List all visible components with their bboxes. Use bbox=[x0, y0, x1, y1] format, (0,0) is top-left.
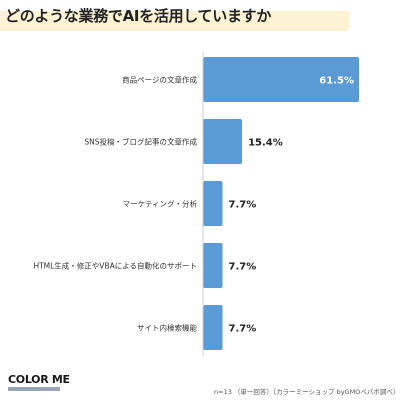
page-title: どのような業務でAIを活用していますか bbox=[5, 7, 272, 25]
bar-3 bbox=[203, 243, 223, 288]
category-label-1: SNS投稿・ブログ記事の文章作成 bbox=[84, 137, 197, 147]
footer-note: n=13 （単一回答）（カラーミーショップ byGMOペパボ調べ） bbox=[214, 388, 400, 396]
logo-text: COLOR ME bbox=[8, 373, 70, 386]
value-label-2: 7.7% bbox=[229, 200, 257, 211]
value-label-0: 61.5% bbox=[319, 76, 354, 87]
category-label-4: サイト内検索機能 bbox=[137, 323, 197, 333]
logo-underline bbox=[8, 387, 60, 391]
bar-0 bbox=[203, 57, 359, 102]
value-label-4: 7.7% bbox=[229, 324, 257, 335]
title-band bbox=[0, 11, 349, 31]
value-label-3: 7.7% bbox=[229, 262, 257, 273]
value-label-1: 15.4% bbox=[248, 138, 283, 149]
category-label-3: HTML生成・修正やVBAによる自動化のサポート bbox=[33, 261, 197, 271]
bar-1 bbox=[203, 119, 243, 164]
bar-2 bbox=[203, 181, 223, 226]
bar-4 bbox=[203, 305, 223, 350]
category-label-0: 商品ページの文章作成 bbox=[122, 75, 197, 85]
color-me-logo: COLOR ME bbox=[8, 373, 70, 391]
category-label-2: マーケティング・分析 bbox=[123, 199, 198, 209]
